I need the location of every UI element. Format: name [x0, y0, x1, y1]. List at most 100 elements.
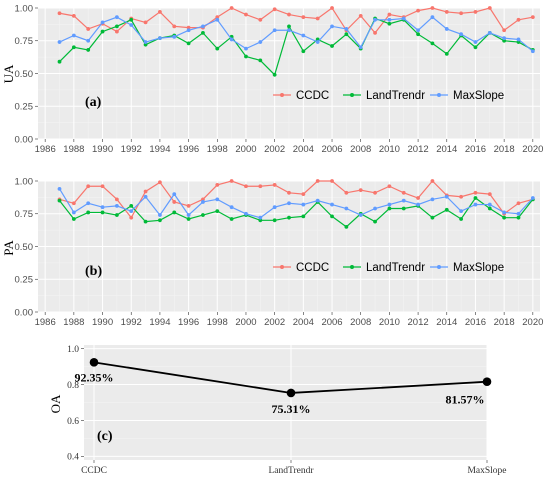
- data-point: [487, 30, 492, 35]
- data-point: [516, 211, 521, 216]
- data-point: [502, 36, 507, 41]
- data-point: [315, 179, 320, 183]
- data-point: [100, 210, 105, 215]
- x-tick-label: 2012: [408, 144, 429, 155]
- data-point: [387, 206, 392, 211]
- x-tick-label: 1990: [92, 144, 113, 155]
- data-point: [516, 37, 521, 42]
- y-axis-title: UA: [1, 64, 16, 83]
- data-point: [172, 200, 177, 204]
- data-point: [158, 36, 162, 41]
- data-point: [387, 202, 392, 207]
- data-point: [215, 209, 220, 214]
- x-tick-label: CCDC: [81, 466, 107, 476]
- x-tick-label: 1994: [149, 144, 170, 155]
- data-point: [444, 51, 449, 56]
- x-tick-label: 1994: [149, 317, 170, 328]
- data-point: [516, 215, 521, 220]
- data-point: [71, 33, 76, 38]
- data-point: [186, 41, 191, 46]
- data-point: [416, 196, 420, 200]
- y-tick-label: 0.00: [15, 134, 34, 145]
- data-point: [315, 16, 320, 21]
- data-point: [502, 210, 507, 215]
- data-point: [430, 179, 435, 183]
- data-point: [201, 197, 205, 202]
- data-point: [473, 202, 478, 207]
- data-point: [143, 219, 148, 224]
- series-maxslope: [57, 15, 535, 54]
- data-point: [86, 48, 91, 52]
- data-point: [330, 214, 334, 219]
- data-point: [71, 201, 76, 206]
- data-point: [215, 46, 220, 51]
- oa-point-maxslope: [482, 377, 492, 387]
- data-point: [430, 197, 435, 202]
- y-tick-label: 0.75: [15, 36, 34, 47]
- data-point: [129, 203, 134, 208]
- data-point: [143, 40, 148, 44]
- data-point: [330, 6, 334, 10]
- x-tick-label: 2000: [235, 317, 256, 328]
- y-tick-label: 0.25: [15, 275, 34, 286]
- data-point: [258, 215, 263, 220]
- x-tick-label: 2002: [264, 317, 285, 328]
- oa-data-label: 75.31%: [272, 402, 311, 416]
- data-point: [186, 217, 191, 221]
- data-point: [258, 17, 263, 22]
- data-point: [158, 180, 162, 185]
- x-tick-label: 2020: [522, 317, 543, 328]
- data-point: [201, 24, 205, 29]
- x-tick-label: 2004: [293, 317, 314, 328]
- data-point: [129, 17, 134, 22]
- data-point: [258, 184, 263, 189]
- y-tick-label: 0.6: [67, 417, 79, 427]
- oa-point-landtrendr: [286, 388, 296, 398]
- data-point: [229, 6, 234, 10]
- x-tick-label: 2020: [522, 144, 543, 155]
- y-axis-title: OA: [48, 394, 63, 413]
- data-point: [530, 196, 535, 200]
- x-tick-label: 2008: [350, 317, 371, 328]
- x-tick-label: 2016: [465, 144, 486, 155]
- x-tick-label: 2008: [350, 144, 371, 155]
- data-point: [158, 213, 162, 217]
- legend-label: LandTrendr: [366, 262, 425, 274]
- data-point: [201, 213, 205, 217]
- data-point: [114, 213, 119, 217]
- data-point: [143, 20, 148, 25]
- data-point: [315, 40, 320, 44]
- data-point: [387, 21, 392, 26]
- data-point: [215, 183, 220, 187]
- data-point: [129, 23, 134, 27]
- data-point: [186, 25, 191, 30]
- data-point: [401, 190, 406, 195]
- data-point: [158, 10, 162, 14]
- data-point: [114, 15, 119, 20]
- data-point: [530, 15, 535, 20]
- data-point: [330, 179, 334, 183]
- data-point: [373, 219, 377, 224]
- data-point: [57, 40, 62, 44]
- legend-item-landtrendr: LandTrendr: [343, 262, 425, 274]
- data-point: [272, 7, 277, 12]
- data-point: [287, 12, 291, 17]
- data-point: [516, 201, 521, 206]
- y-axis-title: PA: [1, 240, 16, 256]
- data-point: [373, 17, 377, 22]
- data-point: [272, 205, 277, 210]
- legend-label: MaxSlope: [453, 90, 504, 102]
- data-point: [57, 59, 62, 64]
- data-point: [272, 183, 277, 187]
- data-point: [100, 29, 105, 34]
- y-tick-label: 1.00: [15, 176, 34, 187]
- data-point: [301, 49, 306, 54]
- data-point: [373, 30, 377, 35]
- data-point: [186, 213, 191, 217]
- data-point: [287, 190, 291, 195]
- x-tick-label: 1996: [178, 317, 199, 328]
- data-point: [229, 37, 234, 42]
- data-point: [86, 27, 91, 31]
- data-point: [57, 198, 62, 203]
